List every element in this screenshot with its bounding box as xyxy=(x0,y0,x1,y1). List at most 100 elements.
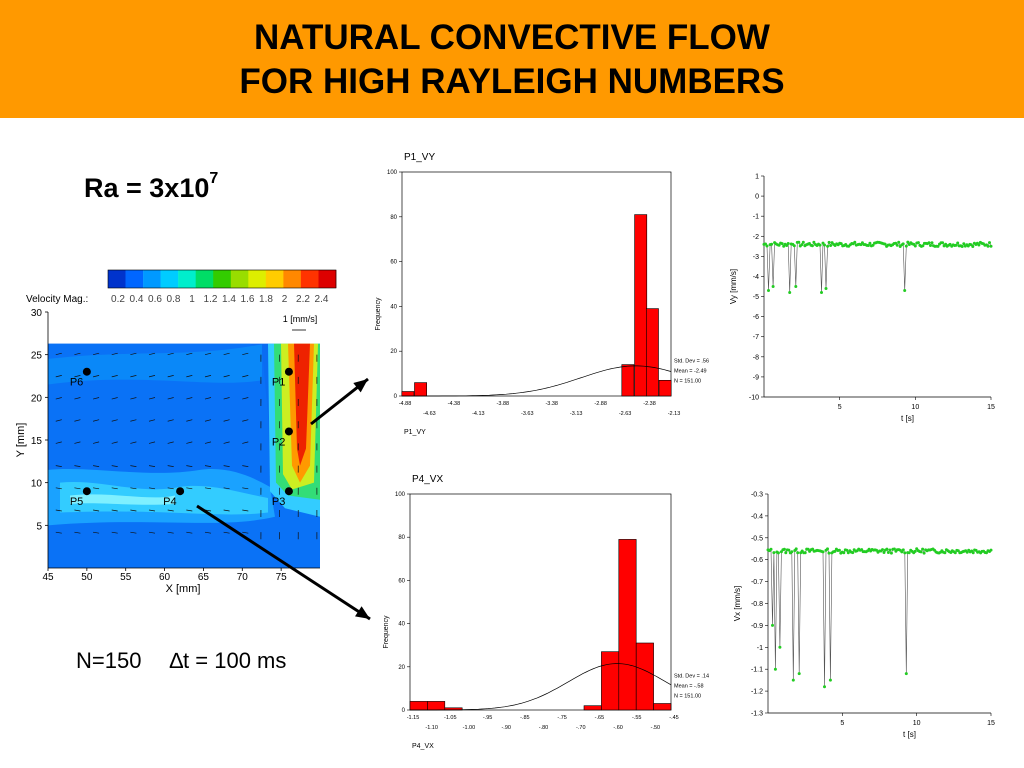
hist-p4-vx-stats-line: N = 151.00 xyxy=(674,694,701,700)
velocity-vector xyxy=(55,465,62,467)
hist-p1-vy-x-tick-label: -3.13 xyxy=(570,411,583,417)
ts-vx-y-tick-label: -1.3 xyxy=(751,711,763,718)
hist-p1-vy-bar xyxy=(634,214,648,397)
boundary-layer-red xyxy=(294,343,310,466)
velocity-vector xyxy=(242,419,249,422)
colorbar-swatch xyxy=(283,270,302,288)
ts-vy-y-tick-label: -8 xyxy=(753,354,759,361)
ts-vy-marker xyxy=(921,244,925,248)
ts-vx-marker xyxy=(769,547,773,551)
velocity-vector xyxy=(223,397,230,400)
hist-p4-vx-bar xyxy=(409,701,428,711)
ts-vy-marker xyxy=(771,285,775,288)
velocity-vector xyxy=(148,397,156,400)
ts-vy-marker xyxy=(956,241,960,245)
ts-vx-series-line xyxy=(767,548,992,687)
hist-p4-vx-x-tick-label: -1.00 xyxy=(463,725,476,731)
ts-vx-marker xyxy=(919,550,923,554)
velocity-vector xyxy=(167,509,174,512)
ts-vx-y-label: Vx [mm/s] xyxy=(733,586,742,622)
hist-p4-vx-x-tick-label: -.50 xyxy=(651,725,660,731)
ts-vx-marker xyxy=(953,551,957,555)
ts-vx-marker xyxy=(772,551,776,555)
ts-vx-y-tick-label: -1.2 xyxy=(751,689,763,696)
velocity-vector xyxy=(148,419,156,422)
ts-vy-marker xyxy=(818,243,822,247)
ts-vx-y-tick-label: -0.9 xyxy=(751,623,763,630)
velocity-vector xyxy=(92,441,100,444)
hist-p1-vy-x-tick-label: -3.38 xyxy=(545,401,558,407)
velocity-vector xyxy=(186,441,193,444)
contour-region-upper xyxy=(48,344,262,385)
ts-vy-y-tick-label: 0 xyxy=(755,194,759,201)
ts-vy-marker xyxy=(906,240,910,244)
ts-vx-marker xyxy=(791,678,795,682)
ts-vx-y-tick-label: -1.1 xyxy=(751,667,763,674)
ts-vx-marker xyxy=(796,551,800,555)
ts-vy-marker xyxy=(823,243,826,247)
ts-vy-marker xyxy=(871,243,875,247)
ts-vx-x-tick-label: 15 xyxy=(987,720,995,727)
velocity-vector xyxy=(111,487,118,490)
hist-p4-vx-normal-curve xyxy=(410,663,672,711)
hist-p1-vy-bar xyxy=(658,379,672,397)
title-line-2: FOR HIGH RAYLEIGH NUMBERS xyxy=(239,62,785,101)
velocity-vector xyxy=(55,375,62,378)
ts-vy-marker xyxy=(827,240,831,244)
velocity-vector xyxy=(130,397,137,400)
ts-vx-y-tick-label: -0.8 xyxy=(751,601,763,608)
colorbar-swatch xyxy=(125,270,144,288)
ts-vx-y-tick-label: -0.5 xyxy=(751,535,763,542)
ts-vx-marker xyxy=(885,547,889,551)
colorbar-tick-label: 0.6 xyxy=(148,294,162,305)
ts-vy-marker xyxy=(780,242,784,246)
contour-y-tick-label: 25 xyxy=(31,351,43,362)
velocity-vector xyxy=(148,441,156,444)
hist-p1-vy-x-tick-label: -2.38 xyxy=(643,401,656,407)
ts-vy-marker xyxy=(770,242,774,246)
velocity-vector xyxy=(167,487,174,490)
colorbar-swatch xyxy=(265,270,284,288)
hist-p4-vx-x-tick-label: -.90 xyxy=(501,725,510,731)
rayleigh-exponent: 7 xyxy=(209,170,219,187)
probe-label-p3: P3 xyxy=(272,496,285,508)
probe-label-p2: P2 xyxy=(272,436,285,448)
velocity-vector xyxy=(148,375,156,378)
velocity-vector xyxy=(223,531,230,534)
hist-p4-vx-bar xyxy=(618,539,637,711)
ts-vy-marker xyxy=(853,240,857,244)
hist-p1-vy-stats-line: N = 151.00 xyxy=(674,378,701,384)
velocity-vector xyxy=(74,487,81,490)
ts-vy-y-tick-label: -1 xyxy=(753,214,759,221)
ts-vy-marker xyxy=(989,244,993,248)
contour-x-tick-label: 45 xyxy=(42,572,54,583)
ts-vy-marker xyxy=(897,240,901,244)
ts-vy-y-tick-label: -2 xyxy=(753,234,759,241)
hist-p1-vy-stats-line: Mean = -2.49 xyxy=(674,368,707,374)
ts-vy-x-label: t [s] xyxy=(901,414,914,423)
hist-p1-vy-stats-line: Std. Dev = .56 xyxy=(674,358,709,364)
ts-vx-marker xyxy=(901,548,905,552)
ts-vy-marker xyxy=(829,244,833,247)
hist-p4-vx-y-tick-label: 80 xyxy=(398,535,405,541)
ts-vy-marker xyxy=(883,242,887,246)
ts-vx-marker xyxy=(771,623,774,627)
hist-p4-vx-bar xyxy=(583,705,602,711)
rayleigh-label: Ra = 3x107 xyxy=(84,170,219,204)
ts-vx-marker xyxy=(989,548,993,552)
ts-vy-marker xyxy=(797,240,801,244)
ts-vx-marker xyxy=(823,685,826,689)
velocity-vector xyxy=(223,465,230,467)
velocity-vector xyxy=(186,352,193,356)
hist-p4-vx-x-tick-label: -.70 xyxy=(576,725,585,731)
ts-vx-marker xyxy=(851,551,855,555)
hist-p4-vx-y-tick-label: 60 xyxy=(398,578,405,584)
ts-vx-x-tick-label: 10 xyxy=(913,720,921,727)
velocity-vector xyxy=(186,419,193,422)
ts-vx-marker xyxy=(787,548,791,552)
velocity-vector xyxy=(242,441,249,444)
hist-p1-vy-y-tick-label: 60 xyxy=(390,260,397,266)
contour-x-tick-label: 60 xyxy=(159,572,171,583)
colorbar-tick-label: 1.2 xyxy=(204,294,218,305)
hist-p4-vx-stats-line: Mean = -.58 xyxy=(674,684,704,690)
